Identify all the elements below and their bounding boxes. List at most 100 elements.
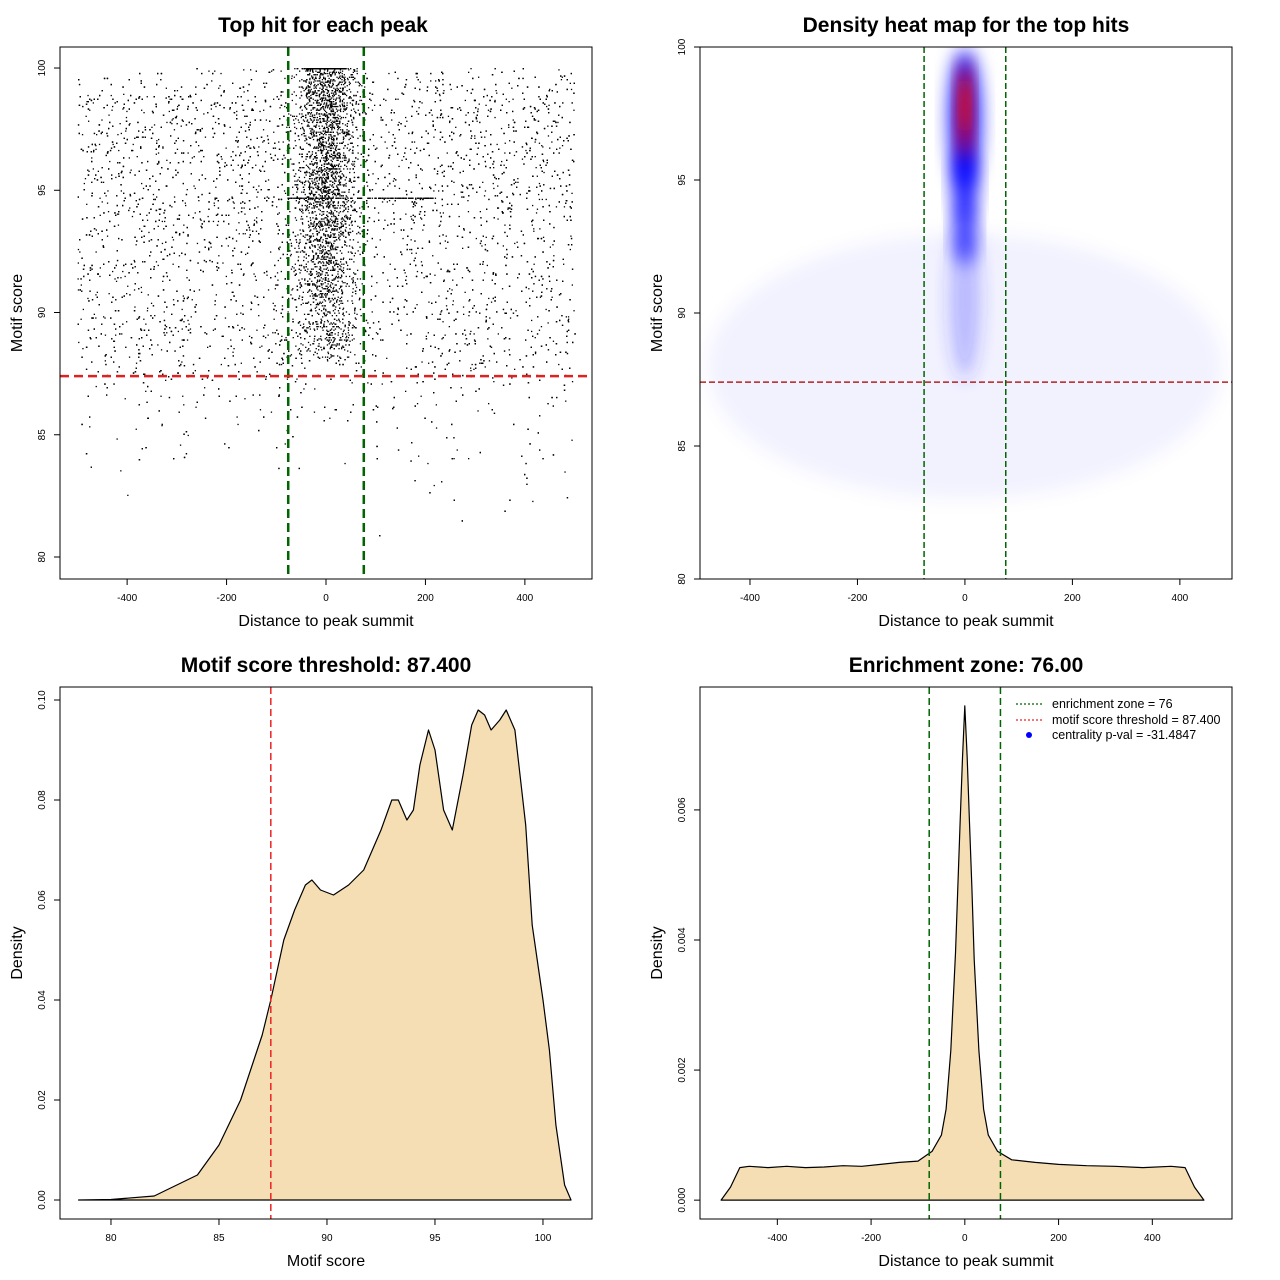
scatter-point bbox=[549, 88, 551, 91]
scatter-point bbox=[283, 154, 285, 157]
scatter-point bbox=[344, 324, 346, 326]
scatter-point bbox=[259, 110, 261, 113]
scatter-point bbox=[166, 255, 169, 257]
scatter-point bbox=[316, 140, 319, 142]
scatter-point bbox=[543, 171, 545, 174]
scatter-point bbox=[221, 245, 223, 247]
scatter-point bbox=[556, 91, 558, 93]
scatter-point bbox=[517, 181, 519, 183]
scatter-point bbox=[105, 363, 107, 366]
scatter-point bbox=[181, 308, 183, 311]
scatter-point bbox=[547, 125, 549, 127]
scatter-point bbox=[452, 300, 454, 302]
scatter-point bbox=[377, 212, 380, 214]
scatter-point bbox=[534, 108, 536, 110]
scatter-point bbox=[206, 333, 208, 335]
scatter-point bbox=[246, 192, 248, 194]
scatter-point bbox=[216, 269, 218, 271]
scatter-point bbox=[153, 198, 155, 201]
scatter-point bbox=[492, 297, 494, 300]
scatter-point bbox=[185, 453, 188, 455]
scatter-point bbox=[207, 346, 209, 348]
scatter-point bbox=[378, 321, 380, 323]
scatter-point bbox=[410, 215, 412, 218]
scatter-point bbox=[217, 220, 220, 223]
scatter-point bbox=[360, 153, 362, 155]
scatter-point bbox=[485, 316, 487, 318]
scatter-point bbox=[93, 313, 95, 315]
scatter-point bbox=[276, 96, 278, 98]
scatter-point bbox=[278, 125, 280, 127]
scatter-point bbox=[115, 264, 117, 267]
scatter-point bbox=[111, 109, 113, 111]
scatter-point bbox=[181, 98, 183, 100]
scatter-point bbox=[503, 350, 506, 352]
scatter-point bbox=[533, 283, 535, 285]
scatter-point bbox=[415, 174, 417, 176]
scatter-point bbox=[102, 181, 105, 183]
scatter-point bbox=[261, 345, 263, 347]
scatter-point bbox=[183, 365, 186, 367]
scatter-point bbox=[96, 134, 98, 136]
scatter-point bbox=[256, 151, 259, 153]
scatter-point bbox=[535, 212, 538, 214]
scatter-point bbox=[117, 277, 119, 279]
scatter-point bbox=[274, 154, 276, 157]
scatter-point bbox=[133, 259, 135, 262]
scatter-point bbox=[441, 204, 444, 207]
scatter-point bbox=[161, 242, 164, 245]
scatter-point bbox=[468, 315, 470, 317]
scatter-point bbox=[546, 288, 548, 290]
scatter-point bbox=[326, 333, 328, 335]
scatter-point bbox=[126, 110, 128, 113]
scatter-point bbox=[525, 462, 527, 465]
scatter-point bbox=[290, 294, 292, 296]
scatter-point bbox=[198, 289, 201, 291]
scatter-point bbox=[334, 264, 336, 267]
scatter-point bbox=[186, 189, 188, 191]
scatter-point bbox=[393, 311, 395, 313]
scatter-point bbox=[458, 215, 460, 218]
scatter-point bbox=[91, 317, 93, 319]
scatter-point bbox=[413, 259, 415, 262]
scatter-point bbox=[147, 307, 149, 309]
scatter-point bbox=[426, 86, 429, 88]
scatter-point bbox=[267, 334, 269, 336]
scatter-point bbox=[502, 201, 504, 203]
scatter-point bbox=[367, 220, 369, 223]
scatter-point bbox=[464, 99, 466, 102]
scatter-point bbox=[153, 124, 156, 126]
scatter-point bbox=[249, 147, 251, 149]
scatter-point bbox=[146, 219, 149, 221]
scatter-point bbox=[157, 152, 160, 154]
scatter-point bbox=[349, 97, 351, 99]
scatter-point bbox=[237, 146, 239, 148]
scatter-point bbox=[77, 196, 79, 198]
scatter-point bbox=[496, 92, 498, 94]
scatter-point bbox=[193, 185, 195, 187]
scatter-point bbox=[538, 142, 541, 144]
scatter-point bbox=[186, 297, 189, 300]
scatter-point bbox=[428, 241, 431, 243]
scatter-point bbox=[267, 142, 270, 144]
scatter-point bbox=[95, 229, 97, 231]
scatter-point bbox=[532, 290, 534, 292]
scatter-point bbox=[232, 291, 234, 293]
scatter-point bbox=[532, 335, 534, 337]
scatter-point bbox=[554, 120, 556, 122]
scatter-point bbox=[460, 387, 462, 389]
scatter-point bbox=[243, 328, 246, 330]
scatter-point bbox=[177, 330, 179, 333]
scatter-point bbox=[176, 90, 179, 92]
scatter-point bbox=[534, 119, 537, 121]
scatter-point bbox=[443, 279, 445, 281]
scatter-point bbox=[386, 357, 388, 359]
scatter-point bbox=[169, 279, 171, 281]
scatter-point bbox=[442, 212, 444, 214]
scatter-point bbox=[539, 228, 541, 230]
scatter-point bbox=[533, 119, 535, 121]
scatter-point bbox=[547, 349, 550, 351]
scatter-point bbox=[253, 147, 256, 149]
scatter-point bbox=[441, 310, 443, 312]
scatter-point bbox=[281, 158, 284, 160]
